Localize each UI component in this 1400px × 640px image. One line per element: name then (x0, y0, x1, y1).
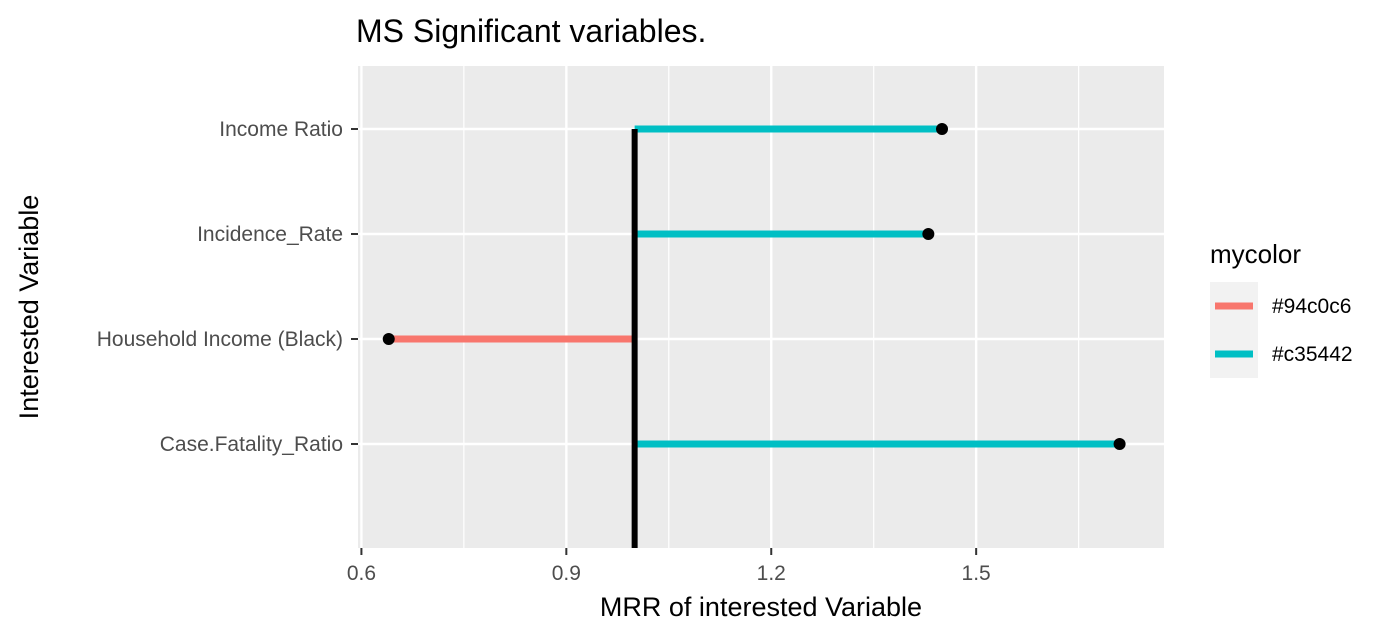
data-point (1113, 438, 1126, 450)
x-axis-title: MRR of interested Variable (600, 592, 922, 622)
data-point (382, 333, 395, 345)
y-tick-label: Income Ratio (219, 118, 343, 141)
y-tick-label: Incidence_Rate (197, 223, 343, 246)
legend: mycolor #94c0c6 #c35442 (1210, 239, 1353, 378)
legend-label: #c35442 (1272, 343, 1353, 366)
legend-keys: #94c0c6 #c35442 (1210, 282, 1353, 378)
x-tick-label: 0.6 (347, 562, 376, 585)
lollipop-points (382, 123, 1126, 450)
minor-gridlines (463, 66, 1080, 548)
x-tick-label: 0.9 (552, 562, 581, 585)
lollipop-segments (388, 125, 1120, 448)
x-tick-label: 1.5 (962, 562, 991, 585)
chart-title: MS Significant variables. (356, 13, 706, 49)
x-axis: 0.6 0.9 1.2 1.5 (347, 548, 991, 585)
legend-label: #94c0c6 (1272, 295, 1351, 318)
data-point (922, 228, 935, 240)
y-axis: Income Ratio Incidence_Rate Household Inco… (97, 118, 358, 456)
x-tick-label: 1.2 (757, 562, 786, 585)
y-tick-label: Case.Fatality_Ratio (160, 433, 343, 456)
plot-panel (358, 66, 1164, 548)
legend-title: mycolor (1210, 239, 1301, 269)
y-axis-title: Interested Variable (14, 195, 44, 420)
data-point (936, 123, 949, 135)
y-tick-label: Household Income (Black) (97, 328, 343, 351)
